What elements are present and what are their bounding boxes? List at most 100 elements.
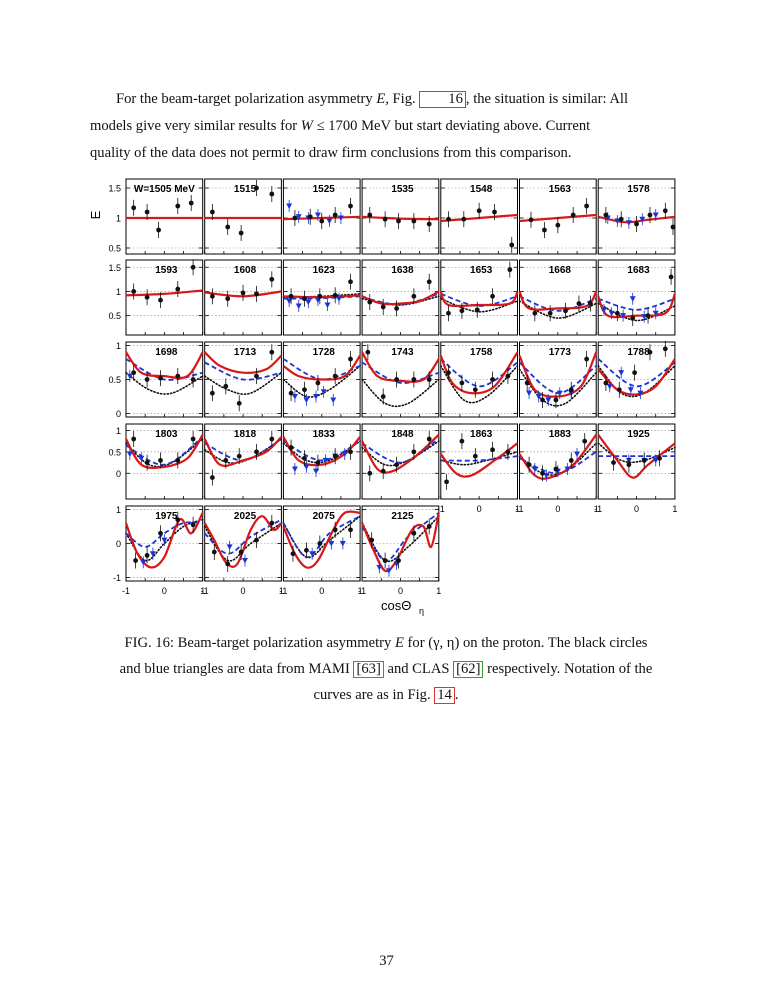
mami-point (332, 212, 338, 218)
blue-dashed-curve (204, 361, 282, 381)
panel-1548: 1548 (440, 178, 518, 255)
mami-point (317, 293, 323, 299)
y-tick-label: 0.5 (108, 447, 121, 457)
mami-point (225, 224, 231, 230)
mami-point (348, 279, 353, 285)
panel-label: 1683 (627, 265, 650, 276)
panel-label: 1788 (627, 347, 650, 358)
red-solid-curve (203, 515, 283, 568)
mami-point (369, 537, 375, 543)
mami-point (626, 462, 632, 468)
panel-label: W=1505 MeV (134, 184, 195, 195)
panel-1925: 1925 (597, 423, 676, 500)
mami-point (411, 218, 417, 224)
mami-point (426, 279, 432, 285)
x-axis-title-subscript: η (419, 606, 424, 616)
y-tick-label: 0.5 (108, 311, 121, 321)
panel-label: 1515 (234, 184, 257, 195)
blue-dashed-curve (519, 295, 597, 312)
mami-point (411, 293, 417, 299)
mami-point (490, 293, 495, 299)
x-tick-label: 1 (515, 504, 520, 514)
mami-point (668, 274, 674, 280)
citation-mami-link[interactable]: [63] (353, 661, 384, 678)
mami-point (288, 445, 294, 450)
panel-label: 1925 (627, 429, 650, 440)
citation-clas-link[interactable]: [62] (453, 661, 484, 678)
mami-point (158, 375, 163, 381)
mami-point (588, 301, 593, 306)
y-tick-label: 1 (116, 214, 121, 224)
mami-point (348, 449, 353, 455)
figure-caption: FIG. 16: Beam-target polarization asymme… (119, 635, 653, 704)
panel-1578: 1578 (597, 178, 676, 255)
clas-point (314, 212, 321, 218)
clas-point (652, 457, 659, 464)
clas-point (564, 466, 571, 472)
mami-point (188, 200, 194, 206)
clas-point (312, 468, 319, 475)
mami-point (603, 212, 609, 218)
clas-point (286, 298, 293, 305)
mami-point (348, 527, 353, 533)
mami-point (507, 267, 513, 273)
clas-point (627, 387, 634, 393)
body-paragraph: For the beam-target polarization asymmet… (90, 86, 680, 167)
clas-point (574, 451, 581, 457)
mami-point (269, 436, 275, 442)
mami-point (492, 209, 497, 215)
clas-point (305, 299, 312, 306)
black-dotted-curve (125, 438, 204, 468)
x-axis-title: cosΘ (381, 598, 411, 613)
mami-point (553, 397, 559, 403)
clas-point (652, 212, 659, 218)
panel-label: 1608 (234, 265, 257, 276)
mami-point (411, 377, 417, 382)
mami-point (131, 436, 137, 442)
y-tick-label: 1 (116, 341, 121, 351)
clas-point (637, 390, 644, 397)
x-tick-label: 0 (398, 586, 403, 596)
panel-label: 2025 (234, 511, 257, 522)
x-tick-label: -1 (358, 586, 366, 596)
mami-point (290, 551, 296, 557)
panel-2125: 2125 (361, 505, 440, 582)
mami-point (382, 558, 388, 563)
panel-label: 1668 (549, 265, 572, 276)
mami-point (528, 217, 534, 223)
mami-point (158, 458, 163, 463)
y-tick-label: 1.5 (108, 184, 121, 194)
panel-frame (361, 423, 440, 500)
mami-point (269, 191, 275, 197)
mami-point (426, 221, 432, 227)
panel-label: 1803 (155, 429, 178, 440)
mami-point (156, 227, 161, 233)
blue-dashed-curve (440, 358, 519, 388)
mami-point (459, 438, 465, 444)
mami-point (476, 208, 482, 214)
figure-ref-link[interactable]: 16 (419, 91, 466, 108)
mami-point (630, 315, 636, 321)
mami-point (670, 224, 676, 230)
panel-1975: 1975 (124, 505, 204, 582)
mami-point (444, 479, 449, 485)
mami-point (382, 216, 388, 222)
y-tick-label: 1 (116, 505, 121, 515)
figure-14-ref-link[interactable]: 14 (434, 687, 455, 704)
mami-point (472, 387, 478, 393)
mami-point (411, 530, 417, 536)
clas-point (629, 296, 636, 302)
mami-point (175, 286, 181, 292)
clas-point (545, 397, 552, 403)
y-tick-label: 0 (116, 469, 121, 479)
paragraph-line-2: models give very similar results for W ≤… (90, 118, 591, 134)
paragraph-line-1: For the beam-target polarization asymmet… (116, 91, 629, 108)
mami-point (603, 380, 609, 386)
mami-point (236, 453, 242, 459)
red-solid-curve (361, 433, 440, 474)
clas-point (600, 307, 607, 313)
clas-point (336, 296, 343, 302)
clas-point (226, 544, 233, 550)
clas-point (320, 389, 327, 395)
panel-1668: 1668 (518, 259, 598, 336)
